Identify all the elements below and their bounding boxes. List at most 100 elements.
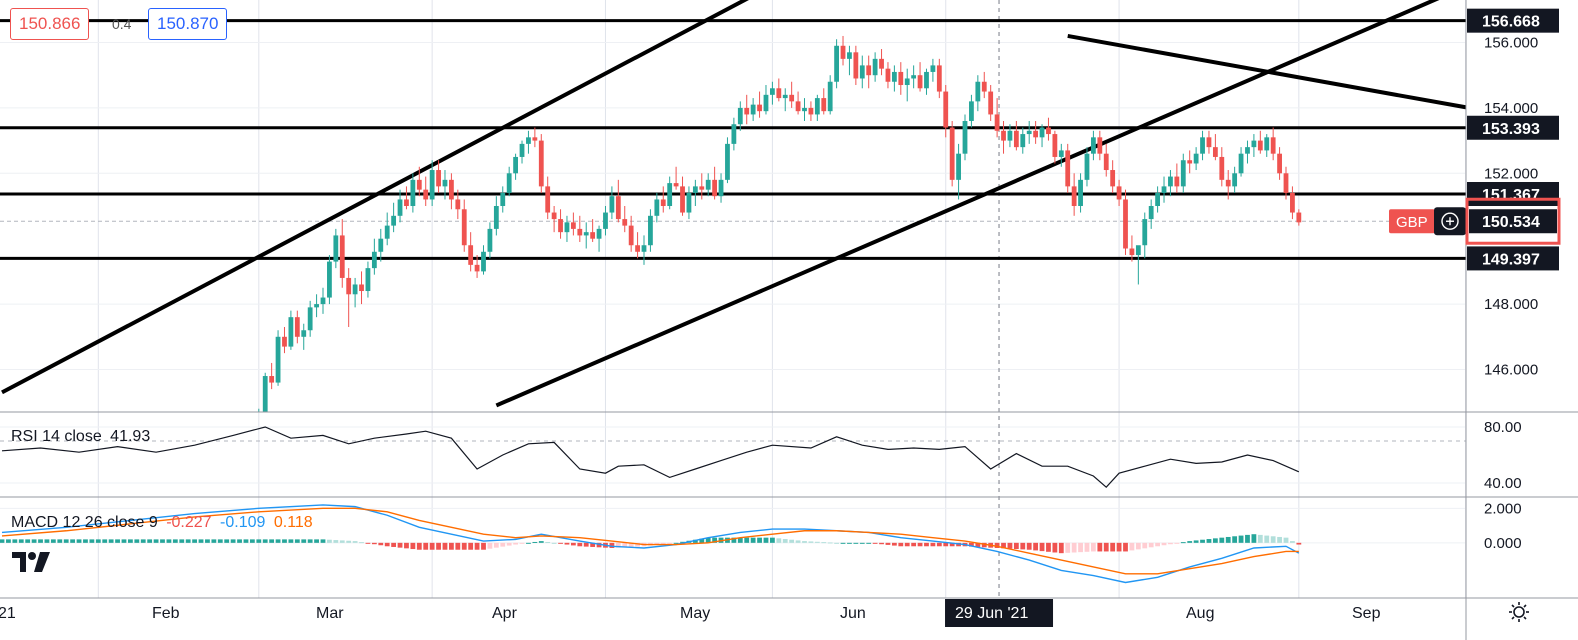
spread-value: 0.4: [112, 16, 132, 32]
candle: [1052, 130, 1058, 164]
candle-body: [1039, 127, 1045, 138]
rsi-tick-label: 80.00: [1484, 419, 1522, 436]
macd-histogram-bar: [879, 542, 884, 545]
macd-histogram-bar: [750, 537, 756, 543]
macd-histogram-bar: [38, 539, 43, 543]
macd-histogram-bar: [615, 542, 621, 548]
candle-body: [718, 179, 724, 197]
candle-body: [814, 98, 820, 115]
macd-histogram-bar: [198, 539, 204, 543]
macd-histogram-bar: [994, 542, 1000, 548]
macd-histogram-bar: [1039, 542, 1045, 552]
candle-body: [1155, 192, 1160, 206]
rsi-legend[interactable]: RSI 14 close 41.93: [11, 428, 154, 446]
macd-value: -0.227: [166, 514, 212, 531]
candle-body: [667, 183, 673, 206]
macd-histogram-bar: [782, 539, 788, 543]
trendlines[interactable]: [0, 0, 1578, 408]
candle: [583, 222, 589, 249]
macd-histogram-bar: [83, 539, 88, 543]
macd-histogram-bar: [757, 537, 762, 543]
candle: [1007, 124, 1013, 148]
buy-price-box[interactable]: 150.870: [148, 8, 228, 40]
macd-histogram-bar: [1110, 542, 1116, 552]
sell-price-box[interactable]: 150.866: [10, 8, 90, 40]
candle: [570, 212, 576, 236]
macd-histogram-bar: [63, 539, 69, 543]
candle-body: [237, 425, 242, 432]
macd-histogram-bar: [763, 537, 769, 543]
candle: [1033, 120, 1039, 144]
candle-body: [506, 173, 512, 193]
macd-histogram-bar: [680, 541, 685, 543]
macd-histogram-bar: [776, 538, 782, 543]
candle: [763, 85, 769, 115]
macd-histogram-bar: [217, 539, 223, 543]
macd-histogram-bar: [590, 542, 596, 547]
macd-histogram-bar: [1097, 542, 1103, 552]
candle: [564, 215, 570, 242]
candle-body: [981, 81, 987, 92]
sell-price: 150.866: [19, 14, 81, 33]
candle-body: [288, 317, 294, 347]
candle-body: [943, 91, 949, 128]
candle-body: [635, 245, 640, 252]
level-label-text: 151.367: [1482, 187, 1540, 204]
candle: [275, 330, 281, 386]
candle: [1065, 143, 1071, 193]
tradingview-logo: [12, 552, 50, 572]
candle: [378, 228, 384, 262]
macd-histogram-bar: [930, 542, 936, 547]
macd-histogram-bar: [294, 539, 300, 543]
candle-body: [1033, 130, 1039, 138]
macd-histogram-bar: [949, 542, 955, 547]
macd-histogram-bar: [1264, 535, 1270, 543]
settings-gear-icon[interactable]: [1508, 601, 1530, 623]
macd-histogram-bar: [731, 537, 737, 543]
time-axis-label: Aug: [1186, 605, 1214, 622]
rsi-tick-label: 40.00: [1484, 475, 1522, 492]
candle: [333, 228, 339, 269]
macd-histogram-bar: [288, 539, 294, 543]
macd-histogram-bar: [1225, 536, 1231, 543]
candle: [770, 81, 775, 105]
candle: [1270, 127, 1276, 161]
macd-histogram-bar: [474, 542, 480, 550]
macd-histogram-bar: [1046, 542, 1051, 552]
macd-histogram-bar: [423, 542, 429, 550]
macd-histogram-bar: [1174, 542, 1180, 544]
macd-histogram-bar: [558, 542, 563, 544]
candle-body: [449, 179, 454, 200]
macd-histogram-bar: [1206, 539, 1212, 543]
candle: [481, 245, 486, 275]
candle-body: [699, 186, 705, 190]
candle-body: [250, 422, 255, 425]
candle: [692, 179, 698, 206]
candle-body: [975, 81, 981, 102]
macd-legend[interactable]: MACD 12 26 close 9 -0.227 -0.109 0.118: [11, 514, 317, 532]
candle-body: [1148, 206, 1154, 220]
candle-body: [1225, 179, 1231, 187]
candle: [866, 55, 872, 89]
candle: [262, 372, 268, 412]
macd-histogram-bar: [673, 542, 679, 544]
candle-body: [988, 91, 994, 115]
candle-body: [712, 179, 718, 197]
candle-body: [680, 186, 685, 213]
candle-body: [1251, 140, 1257, 148]
price-tick-label: 154.000: [1484, 100, 1538, 117]
candle: [603, 206, 608, 236]
macd-histogram-bar: [449, 542, 454, 550]
candle: [493, 196, 499, 236]
candle-body: [1161, 186, 1167, 193]
candle-body: [879, 58, 884, 69]
candle-body: [1270, 137, 1276, 154]
candle-body: [969, 101, 974, 121]
macd-histogram-bar: [44, 539, 50, 543]
candle: [404, 186, 409, 210]
time-axis-label: Apr: [492, 605, 518, 622]
macd-histogram-bar: [847, 542, 852, 544]
candle: [1212, 134, 1218, 161]
candle-body: [391, 215, 397, 226]
